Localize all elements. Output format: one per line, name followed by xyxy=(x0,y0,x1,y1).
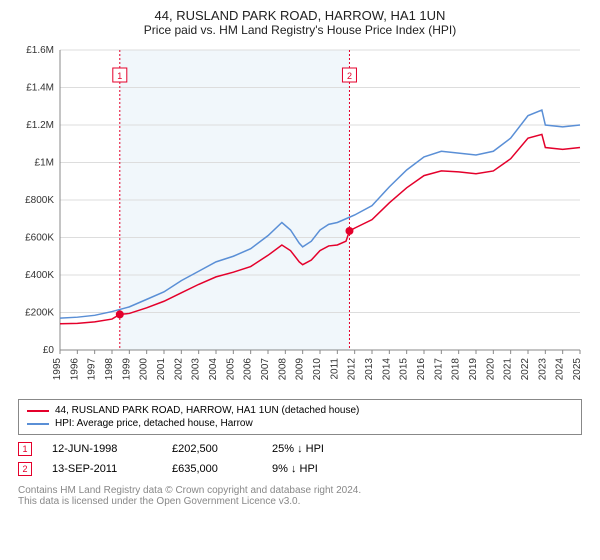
svg-text:2021: 2021 xyxy=(503,358,514,381)
legend-label: HPI: Average price, detached house, Harr… xyxy=(55,418,253,429)
svg-text:£800K: £800K xyxy=(25,195,54,206)
svg-text:£1.2M: £1.2M xyxy=(26,120,54,131)
svg-text:2019: 2019 xyxy=(468,358,479,381)
legend-swatch xyxy=(27,410,49,412)
footer: Contains HM Land Registry data © Crown c… xyxy=(18,485,582,507)
legend: 44, RUSLAND PARK ROAD, HARROW, HA1 1UN (… xyxy=(18,399,582,435)
footer-line-2: This data is licensed under the Open Gov… xyxy=(18,496,582,507)
svg-text:£1M: £1M xyxy=(35,158,54,169)
transaction-price: £202,500 xyxy=(172,443,252,455)
svg-text:2023: 2023 xyxy=(537,358,548,381)
svg-text:2016: 2016 xyxy=(416,358,427,381)
title-main: 44, RUSLAND PARK ROAD, HARROW, HA1 1UN xyxy=(8,8,592,23)
svg-text:2: 2 xyxy=(347,71,352,81)
svg-text:2008: 2008 xyxy=(277,358,288,381)
svg-text:2005: 2005 xyxy=(225,358,236,381)
svg-text:2003: 2003 xyxy=(191,358,202,381)
legend-swatch xyxy=(27,423,49,425)
legend-label: 44, RUSLAND PARK ROAD, HARROW, HA1 1UN (… xyxy=(55,405,359,416)
transaction-diff: 25% ↓ HPI xyxy=(272,443,352,455)
svg-text:1998: 1998 xyxy=(104,358,115,381)
transaction-marker: 1 xyxy=(18,442,32,456)
transactions-table: 1 12-JUN-1998 £202,500 25% ↓ HPI 2 13-SEP-201… xyxy=(18,439,582,479)
svg-text:2001: 2001 xyxy=(156,358,167,381)
title-block: 44, RUSLAND PARK ROAD, HARROW, HA1 1UN P… xyxy=(8,8,592,37)
svg-text:1997: 1997 xyxy=(87,358,98,381)
svg-text:2002: 2002 xyxy=(173,358,184,381)
svg-text:2013: 2013 xyxy=(364,358,375,381)
svg-text:£0: £0 xyxy=(43,345,55,356)
transaction-marker: 2 xyxy=(18,462,32,476)
svg-text:2018: 2018 xyxy=(451,358,462,381)
chart-svg: £0 £200K £400K £600K £800K £1M £1.2M £1.4M £1.6M… xyxy=(10,45,590,395)
svg-text:2011: 2011 xyxy=(329,358,340,380)
svg-text:2015: 2015 xyxy=(399,358,410,381)
svg-text:2020: 2020 xyxy=(485,358,496,381)
svg-text:2010: 2010 xyxy=(312,358,323,381)
svg-text:2014: 2014 xyxy=(381,358,392,381)
svg-text:2000: 2000 xyxy=(139,358,150,381)
svg-text:1995: 1995 xyxy=(52,358,63,381)
transaction-date: 12-JUN-1998 xyxy=(52,443,152,455)
svg-text:£1.4M: £1.4M xyxy=(26,83,54,94)
svg-text:1999: 1999 xyxy=(121,358,132,381)
transaction-diff: 9% ↓ HPI xyxy=(272,463,352,475)
svg-text:2007: 2007 xyxy=(260,358,271,381)
svg-text:£200K: £200K xyxy=(25,308,54,319)
transaction-date: 13-SEP-2011 xyxy=(52,463,152,475)
svg-text:£600K: £600K xyxy=(25,233,54,244)
footer-line-1: Contains HM Land Registry data © Crown c… xyxy=(18,485,582,496)
legend-row: HPI: Average price, detached house, Harr… xyxy=(27,417,573,430)
svg-text:2004: 2004 xyxy=(208,358,219,381)
svg-text:1996: 1996 xyxy=(69,358,80,381)
svg-text:£1.6M: £1.6M xyxy=(26,45,54,56)
legend-row: 44, RUSLAND PARK ROAD, HARROW, HA1 1UN (… xyxy=(27,404,573,417)
transaction-price: £635,000 xyxy=(172,463,252,475)
svg-text:2006: 2006 xyxy=(243,358,254,381)
svg-text:2024: 2024 xyxy=(555,358,566,381)
transaction-row: 2 13-SEP-2011 £635,000 9% ↓ HPI xyxy=(18,459,582,479)
svg-text:2012: 2012 xyxy=(347,358,358,381)
svg-text:£400K: £400K xyxy=(25,270,54,281)
title-sub: Price paid vs. HM Land Registry's House … xyxy=(8,23,592,37)
transaction-row: 1 12-JUN-1998 £202,500 25% ↓ HPI xyxy=(18,439,582,459)
svg-text:2025: 2025 xyxy=(572,358,583,381)
svg-text:2022: 2022 xyxy=(520,358,531,381)
chart: £0 £200K £400K £600K £800K £1M £1.2M £1.4M £1.6M… xyxy=(10,45,590,395)
svg-text:2017: 2017 xyxy=(433,358,444,381)
svg-text:2009: 2009 xyxy=(295,358,306,381)
svg-text:1: 1 xyxy=(117,71,122,81)
